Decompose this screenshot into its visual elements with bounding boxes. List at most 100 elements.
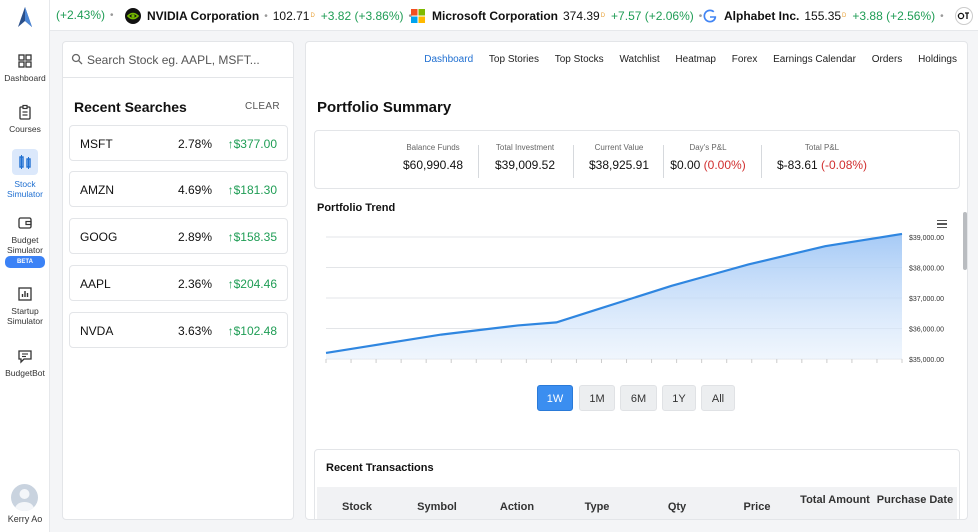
ticker-change: +3.88 (+2.56%) [852, 9, 936, 23]
transactions-table-header: Stock Symbol Action Type Qty Price Total… [317, 487, 957, 519]
column-header-type[interactable]: Type [584, 501, 610, 513]
divider [663, 145, 664, 178]
ticker-delay-mark: D [600, 13, 606, 19]
nav-item-stock-simulator[interactable]: Stock Simulator [0, 149, 50, 199]
portfolio-summary-card: Balance Funds $60,990.48 Total Investmen… [314, 130, 960, 189]
search-box [63, 42, 293, 78]
app-logo-icon[interactable] [14, 6, 36, 28]
chat-icon [18, 350, 32, 364]
ticker-item[interactable]: Alphabet Inc. 155.35 D +3.88 (+2.56%) • [702, 8, 949, 24]
column-header-price[interactable]: Price [743, 501, 771, 513]
column-header-total-amount[interactable]: Total Amount [800, 494, 870, 506]
tab-orders[interactable]: Orders [871, 54, 903, 65]
summary-investment: Total Investment $39,009.52 [485, 143, 565, 172]
column-header-purchase-date[interactable]: Purchase Date [876, 494, 954, 506]
summary-value: $39,009.52 [494, 158, 556, 172]
tab-heatmap[interactable]: Heatmap [675, 54, 716, 65]
scrollbar[interactable] [963, 212, 967, 270]
ticker-separator: • [940, 10, 944, 22]
column-header-action[interactable]: Action [499, 501, 535, 513]
left-navigation: Dashboard Courses Stock Simulator [0, 0, 50, 532]
tab-top-stories[interactable]: Top Stories [488, 54, 539, 65]
portfolio-summary-title: Portfolio Summary [317, 99, 452, 116]
divider [573, 145, 574, 178]
clear-button[interactable]: CLEAR [245, 101, 280, 112]
price-value: $204.46 [233, 277, 277, 291]
ticker-delay-mark: D [842, 13, 847, 19]
column-header-stock[interactable]: Stock [342, 501, 372, 513]
recent-search-item[interactable]: GOOG 2.89% ↑$158.35 [69, 218, 288, 254]
recent-search-pct: 2.89% [177, 230, 212, 244]
recent-search-item[interactable]: MSFT 2.78% ↑$377.00 [69, 125, 288, 161]
search-input[interactable] [87, 50, 287, 70]
price-value: $102.48 [233, 324, 277, 338]
tab-holdings[interactable]: Holdings [918, 54, 957, 65]
tab-forex[interactable]: Forex [731, 54, 758, 65]
recent-search-price: ↑$377.00 [228, 137, 277, 151]
search-icon [71, 53, 83, 65]
ticker-name: Microsoft Corporation [432, 9, 558, 23]
summary-total-pl: Total P&L $-83.61 (-0.08%) [767, 143, 877, 172]
recent-search-symbol: NVDA [80, 324, 114, 338]
tab-top-stocks[interactable]: Top Stocks [554, 54, 604, 65]
recent-search-item[interactable]: AMZN 4.69% ↑$181.30 [69, 171, 288, 207]
microsoft-logo-icon [411, 9, 425, 23]
arrow-up-icon: ↑ [227, 137, 234, 151]
tab-watchlist[interactable]: Watchlist [619, 54, 660, 65]
recent-search-pct: 2.78% [177, 137, 212, 151]
recent-search-item[interactable]: AAPL 2.36% ↑$204.46 [69, 265, 288, 301]
y-tick-label: $36,000.00 [909, 327, 944, 334]
nav-item-budget-simulator[interactable]: Budget Simulator BETA [0, 215, 50, 268]
recent-search-item[interactable]: NVDA 3.63% ↑$102.48 [69, 312, 288, 348]
ticker-separator: • [264, 10, 268, 22]
y-tick-label: $35,000.00 [909, 357, 944, 364]
ticker-item[interactable]: (+2.43%) • [56, 8, 119, 22]
summary-value: $60,990.48 [402, 158, 464, 172]
summary-label: Balance Funds [406, 143, 460, 152]
y-tick-label: $37,000.00 [909, 296, 944, 303]
ticker-item[interactable] [954, 7, 974, 25]
range-button-6m[interactable]: 6M [620, 385, 657, 411]
ticker-name: NVIDIA Corporation [147, 9, 260, 23]
tab-earnings-calendar[interactable]: Earnings Calendar [773, 54, 856, 65]
summary-balance: Balance Funds $60,990.48 [395, 143, 471, 172]
range-button-1y[interactable]: 1Y [662, 385, 696, 411]
tab-dashboard[interactable]: Dashboard [424, 54, 474, 65]
summary-label: Total P&L [804, 143, 840, 152]
column-header-symbol[interactable]: Symbol [417, 501, 457, 513]
chart-menu-icon[interactable] [937, 220, 947, 230]
ticker-price: 155.35 [804, 9, 842, 23]
arrow-up-icon: ↑ [227, 277, 234, 291]
stock-ticker: (+2.43%) • NVIDIA Corporation • 102.71 D … [50, 0, 978, 31]
nav-label-budgetbot: BudgetBot [5, 368, 45, 378]
nav-label-startup-simulator: Startup Simulator [7, 306, 43, 326]
avatar[interactable] [11, 484, 38, 511]
recent-searches-title: Recent Searches [74, 99, 187, 115]
range-button-1m[interactable]: 1M [579, 385, 615, 411]
nav-item-budgetbot[interactable]: BudgetBot [0, 348, 50, 378]
summary-value: $-83.61 (-0.08%) [767, 158, 877, 172]
trend-area [326, 233, 902, 359]
nav-item-courses[interactable]: Courses [0, 104, 50, 134]
ticker-change: +3.82 (+3.86%) [320, 9, 404, 23]
user-name: Kerry Ao [7, 514, 43, 524]
portfolio-trend-title: Portfolio Trend [317, 202, 396, 214]
days-pl-amount: $0.00 [670, 158, 701, 172]
recent-search-pct: 4.69% [177, 183, 212, 197]
top-navigation: Dashboard Top Stories Top Stocks Watchli… [411, 54, 957, 65]
ticker-item[interactable]: NVIDIA Corporation • 102.71 D +3.82 (+3.8… [125, 8, 417, 24]
ticker-delay-mark: D [310, 13, 315, 19]
ticker-price: 374.39 [563, 9, 600, 23]
nav-item-dashboard[interactable]: Dashboard [0, 53, 50, 83]
recent-search-symbol: MSFT [80, 137, 113, 151]
nav-item-startup-simulator[interactable]: Startup Simulator [0, 286, 50, 326]
range-button-1w[interactable]: 1W [537, 385, 573, 411]
column-header-qty[interactable]: Qty [667, 501, 687, 513]
nav-label-dashboard: Dashboard [4, 73, 46, 83]
recent-search-price: ↑$102.48 [228, 324, 277, 338]
days-pl-pct: (0.00%) [703, 158, 746, 172]
ticker-change: +7.57 (+2.06%) [611, 9, 694, 23]
ticker-item[interactable]: Microsoft Corporation 374.39 D +7.57 (+2.… [410, 8, 707, 24]
range-button-all[interactable]: All [701, 385, 735, 411]
recent-search-price: ↑$181.30 [228, 183, 277, 197]
